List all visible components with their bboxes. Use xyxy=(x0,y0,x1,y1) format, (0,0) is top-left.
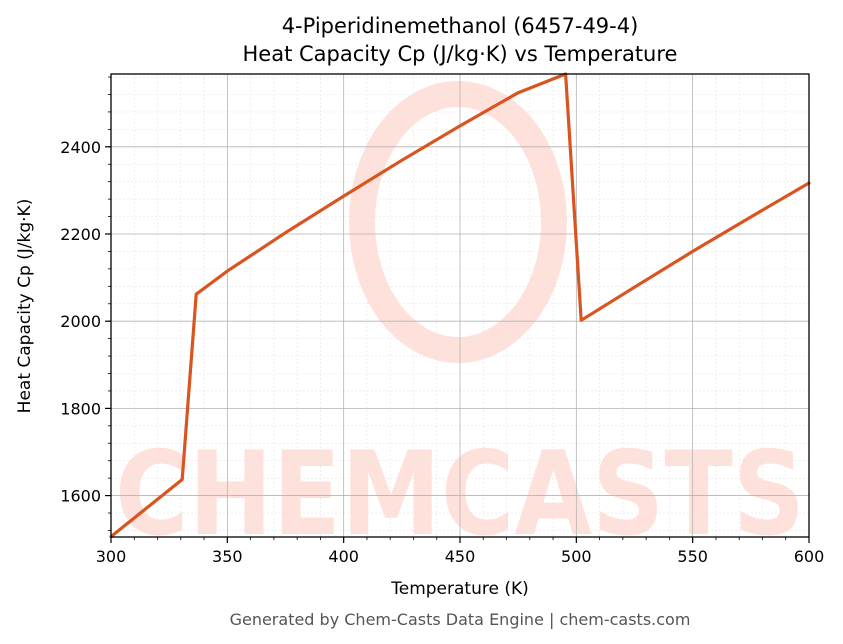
x-tick-label: 500 xyxy=(561,547,592,566)
y-axis-label: Heat Capacity Cp (J/kg·K) xyxy=(15,199,35,414)
y-tick-label: 2200 xyxy=(60,225,101,244)
x-tick-label: 350 xyxy=(212,547,243,566)
chart-title: 4-Piperidinemethanol (6457-49-4) xyxy=(282,14,639,38)
x-tick-label: 300 xyxy=(96,547,127,566)
x-axis-ticks: 300 350 400 450 500 550 600 xyxy=(96,537,825,566)
watermark-logo-ring xyxy=(349,81,567,363)
x-tick-label: 400 xyxy=(328,547,359,566)
x-tick-label: 600 xyxy=(794,547,825,566)
x-tick-label: 550 xyxy=(677,547,708,566)
chart-subtitle: Heat Capacity Cp (J/kg·K) vs Temperature xyxy=(243,42,678,66)
y-tick-label: 1600 xyxy=(60,487,101,506)
x-tick-label: 450 xyxy=(445,547,476,566)
y-tick-label: 2400 xyxy=(60,138,101,157)
y-tick-label: 1800 xyxy=(60,399,101,418)
x-axis-label: Temperature (K) xyxy=(390,579,529,599)
cp-series-line xyxy=(109,72,811,539)
y-tick-label: 2000 xyxy=(60,312,101,331)
y-axis-ticks: 1600 1800 2000 2200 2400 xyxy=(60,76,111,531)
footer-credit: Generated by Chem-Casts Data Engine | ch… xyxy=(230,610,691,629)
